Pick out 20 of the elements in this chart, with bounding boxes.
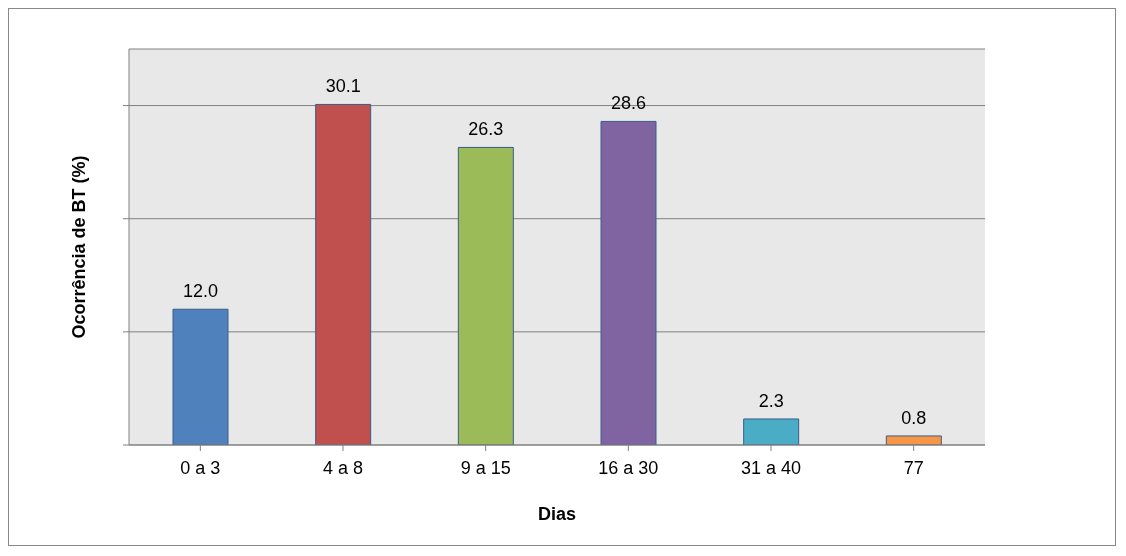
x-tick-label: 31 a 40 (740, 457, 802, 478)
bar (885, 435, 942, 445)
bar (315, 103, 372, 445)
x-tick-label: 0 a 3 (180, 457, 221, 478)
bar (600, 120, 657, 445)
x-tick-label: 16 a 30 (598, 457, 659, 478)
data-label: 30.1 (325, 76, 361, 97)
data-label: 2.3 (758, 390, 784, 411)
x-tick-label: 9 a 15 (460, 457, 511, 478)
data-label: 0.8 (901, 407, 927, 428)
y-axis-title: Ocorrência de BT (%) (69, 155, 90, 339)
bar (743, 418, 800, 445)
data-label: 26.3 (468, 119, 504, 140)
data-label: 28.6 (610, 93, 647, 114)
x-tick-label: 4 a 8 (322, 457, 364, 478)
bar (172, 308, 229, 445)
bar (457, 146, 514, 445)
x-tick-label: 77 (903, 457, 924, 478)
data-label: 12.0 (182, 281, 219, 302)
x-axis-title: Dias (537, 504, 577, 524)
